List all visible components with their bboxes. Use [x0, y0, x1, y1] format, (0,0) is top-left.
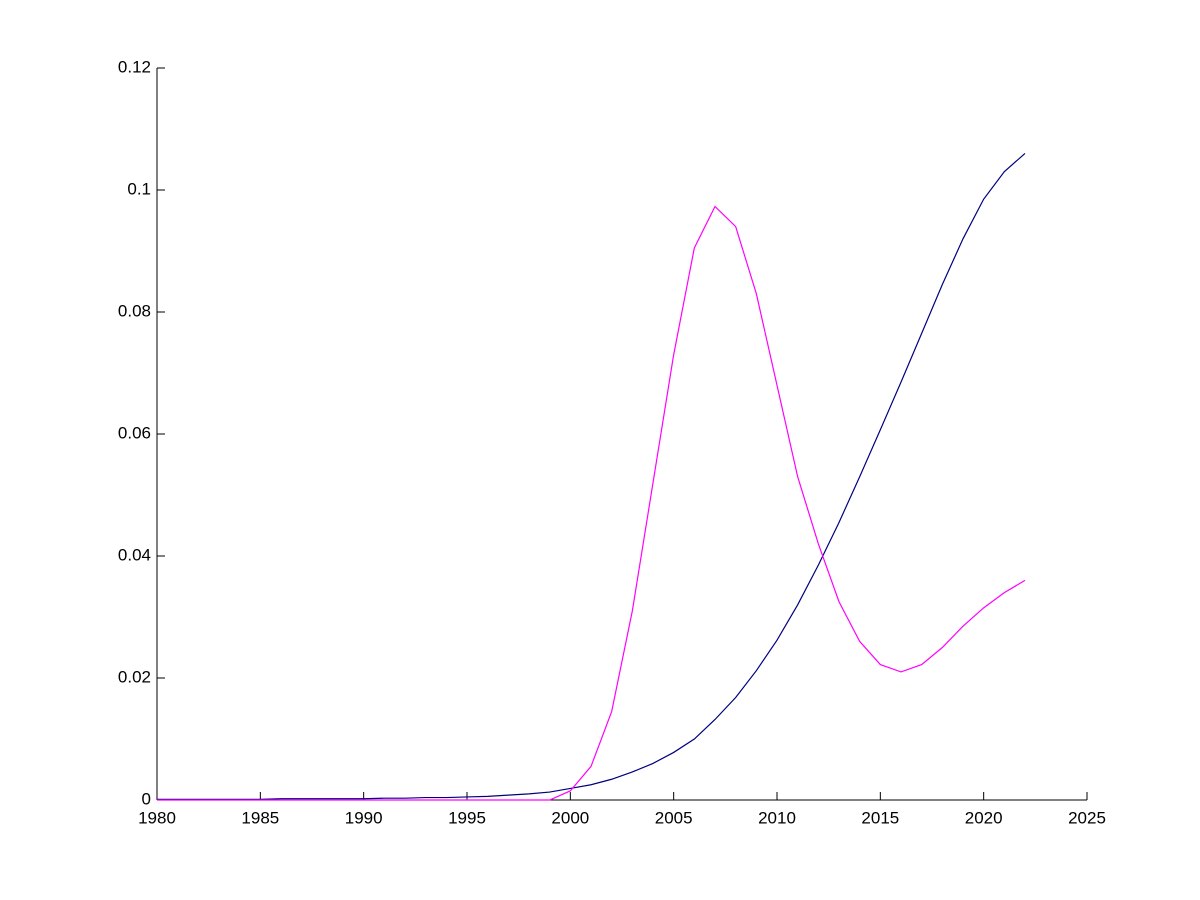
x-tick-label: 2020	[965, 808, 1003, 827]
x-tick-label: 1990	[345, 808, 383, 827]
x-tick-label: 2000	[551, 808, 589, 827]
x-tick-label: 2015	[861, 808, 899, 827]
y-tick-label: 0.06	[118, 423, 151, 442]
y-tick-label: 0.04	[118, 545, 151, 564]
line-series	[157, 205, 1026, 801]
y-tick-label: 0.1	[127, 179, 151, 198]
x-tick-label: 1985	[241, 808, 279, 827]
x-tick-label: 2025	[1068, 808, 1106, 827]
x-tick-label: 2010	[758, 808, 796, 827]
y-tick-label: 0.12	[118, 57, 151, 76]
x-tick-label: 2005	[655, 808, 693, 827]
y-tick-label: 0	[142, 789, 151, 808]
y-tick-label: 0.08	[118, 301, 151, 320]
x-tick-label: 1995	[448, 808, 486, 827]
x-tick-label: 1980	[138, 808, 176, 827]
line-series	[157, 152, 1026, 800]
y-tick-label: 0.02	[118, 667, 151, 686]
